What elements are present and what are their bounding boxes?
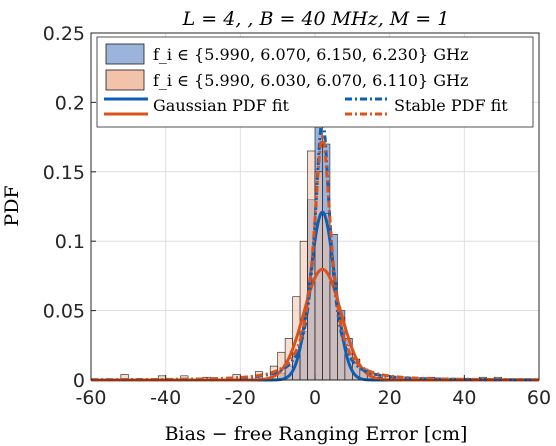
legend-swatch-orange [105,69,145,91]
x-tick-label: -20 [225,387,256,409]
x-axis: -60 -40 -20 0 20 40 60 [75,375,551,409]
x-axis-label: Bias − free Ranging Error [cm] [165,423,468,445]
x-tick-label: 0 [309,387,321,409]
y-tick-label: 0.25 [43,23,85,45]
y-tick-label: 0.05 [43,301,85,323]
x-tick-label: -40 [150,387,181,409]
chart-title: L = 4, , B = 40 MHz, M = 1 [182,8,450,30]
y-axis-label: PDF [1,185,23,226]
x-tick-label: -60 [75,387,106,409]
x-tick-label: 20 [378,387,402,409]
y-tick-label: 0 [73,370,85,392]
y-tick-label: 0.2 [55,92,85,114]
legend-label-blue: f_i ∈ {5.990, 6.070, 6.150, 6.230} GHz [153,45,468,64]
legend: f_i ∈ {5.990, 6.070, 6.150, 6.230} GHz f… [96,36,534,128]
legend-label-gaussian: Gaussian PDF fit [153,96,290,115]
legend-box [96,36,534,128]
y-tick-label: 0.15 [43,162,85,184]
y-tick-label: 0.1 [55,231,85,253]
stable-fit-curve [91,133,539,382]
legend-label-orange: f_i ∈ {5.990, 6.030, 6.070, 6.110} GHz [153,71,468,90]
legend-label-stable: Stable PDF fit [394,96,508,115]
legend-swatch-blue [105,43,145,65]
x-tick-label: 60 [527,387,551,409]
x-tick-label: 40 [452,387,476,409]
y-axis: 0 0.05 0.1 0.15 0.2 0.25 [43,23,96,392]
